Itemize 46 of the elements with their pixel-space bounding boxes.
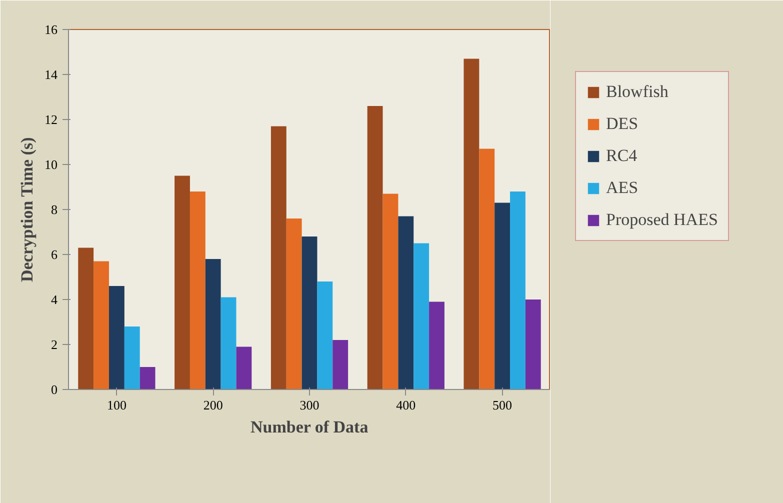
bar	[367, 106, 383, 390]
y-axis-title: Decryption Time (s)	[18, 137, 36, 282]
bar	[108, 286, 124, 390]
bar	[78, 248, 94, 390]
x-tick-label: 400	[396, 398, 416, 412]
x-tick-label: 200	[203, 398, 223, 412]
x-tick-label: 500	[492, 398, 512, 412]
bar	[94, 261, 109, 390]
y-tick-label: 8	[51, 202, 58, 217]
bar	[174, 176, 190, 390]
bar	[205, 259, 221, 390]
bar	[398, 216, 414, 390]
y-tick-label: 10	[44, 157, 58, 172]
bar	[220, 297, 236, 390]
bar	[332, 340, 348, 390]
bar	[270, 126, 286, 390]
bar	[464, 58, 480, 390]
y-tick-label: 4	[51, 292, 58, 307]
legend-label: Blowfish	[606, 82, 668, 102]
legend-label: AES	[606, 178, 638, 198]
y-tick-label: 14	[44, 67, 58, 82]
bar	[494, 202, 510, 390]
bar	[286, 218, 302, 390]
bar	[302, 236, 318, 390]
bar	[382, 194, 398, 390]
legend-label: RC4	[606, 146, 638, 166]
bar	[525, 300, 541, 390]
y-tick-label: 2	[51, 337, 58, 352]
y-tick-label: 0	[51, 382, 58, 397]
legend-label: Proposed HAES	[606, 210, 718, 230]
bar	[140, 367, 156, 390]
x-tick-label: 300	[300, 398, 320, 412]
x-tick-label: 100	[106, 398, 126, 412]
bar	[236, 346, 252, 390]
bar	[317, 282, 333, 390]
bar	[190, 192, 206, 390]
y-tick-label: 16	[44, 22, 58, 37]
x-axis-title: Number of Data	[250, 418, 369, 436]
bar	[429, 302, 444, 390]
y-tick-label: 6	[51, 247, 58, 262]
y-tick-label: 12	[44, 112, 58, 127]
bar	[414, 243, 430, 390]
bar	[479, 148, 495, 390]
bar	[510, 192, 526, 390]
bar	[124, 326, 140, 390]
legend-label: DES	[606, 114, 638, 134]
